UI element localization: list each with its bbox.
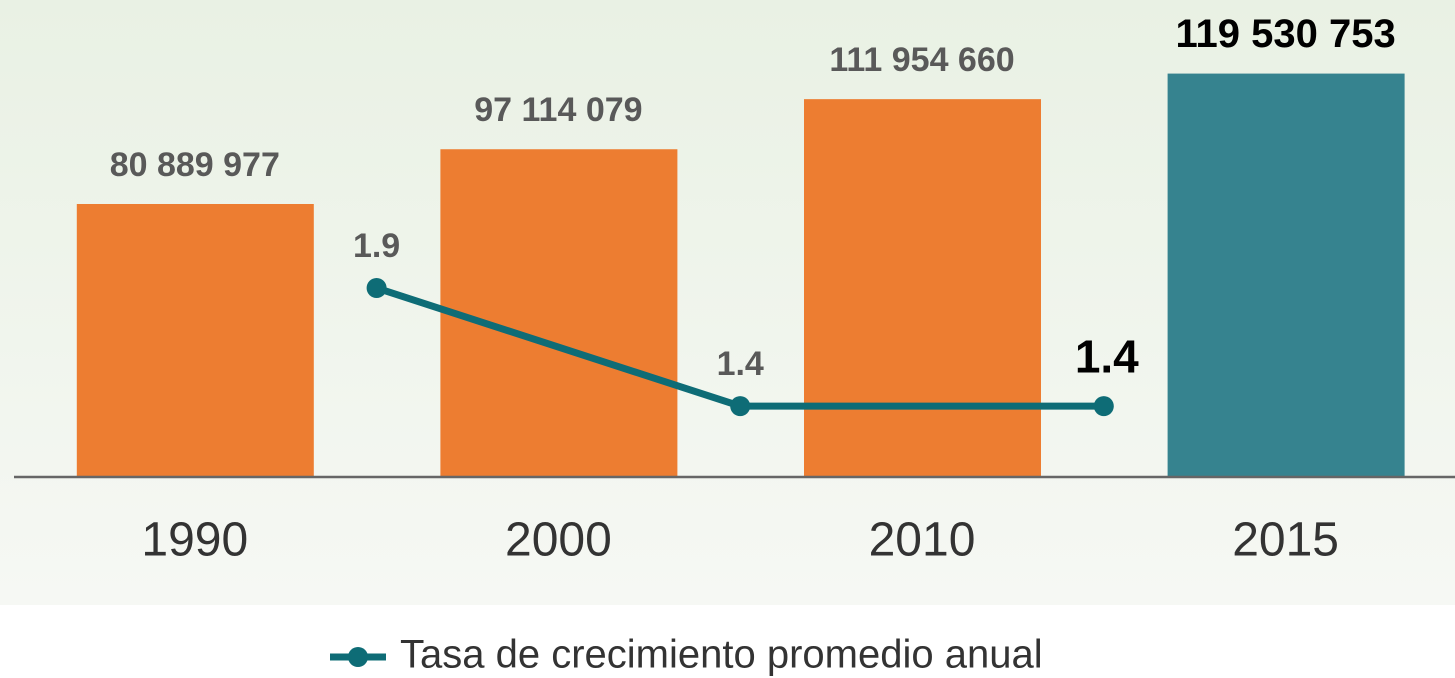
value-label: 119 530 753 — [1175, 12, 1395, 56]
value-label: 80 889 977 — [110, 146, 280, 184]
line-marker — [730, 396, 751, 417]
line-label: 1.9 — [353, 227, 400, 265]
bar — [76, 203, 314, 477]
legend-label: Tasa de crecimiento promedio anual — [400, 633, 1043, 677]
line-label: 1.4 — [1075, 330, 1139, 382]
x-tick-label: 1990 — [141, 514, 248, 567]
x-tick-label: 2010 — [869, 514, 976, 567]
x-tick-label: 2015 — [1232, 514, 1339, 567]
line-marker — [1093, 396, 1114, 417]
line-marker — [366, 278, 387, 298]
x-tick-label: 2000 — [505, 514, 612, 567]
value-label: 111 954 660 — [829, 41, 1014, 79]
legend-marker — [348, 647, 368, 667]
value-label: 97 114 079 — [474, 91, 642, 129]
bar — [1167, 73, 1405, 477]
bar — [440, 149, 678, 477]
line-label: 1.4 — [717, 345, 764, 383]
bar — [804, 99, 1041, 478]
